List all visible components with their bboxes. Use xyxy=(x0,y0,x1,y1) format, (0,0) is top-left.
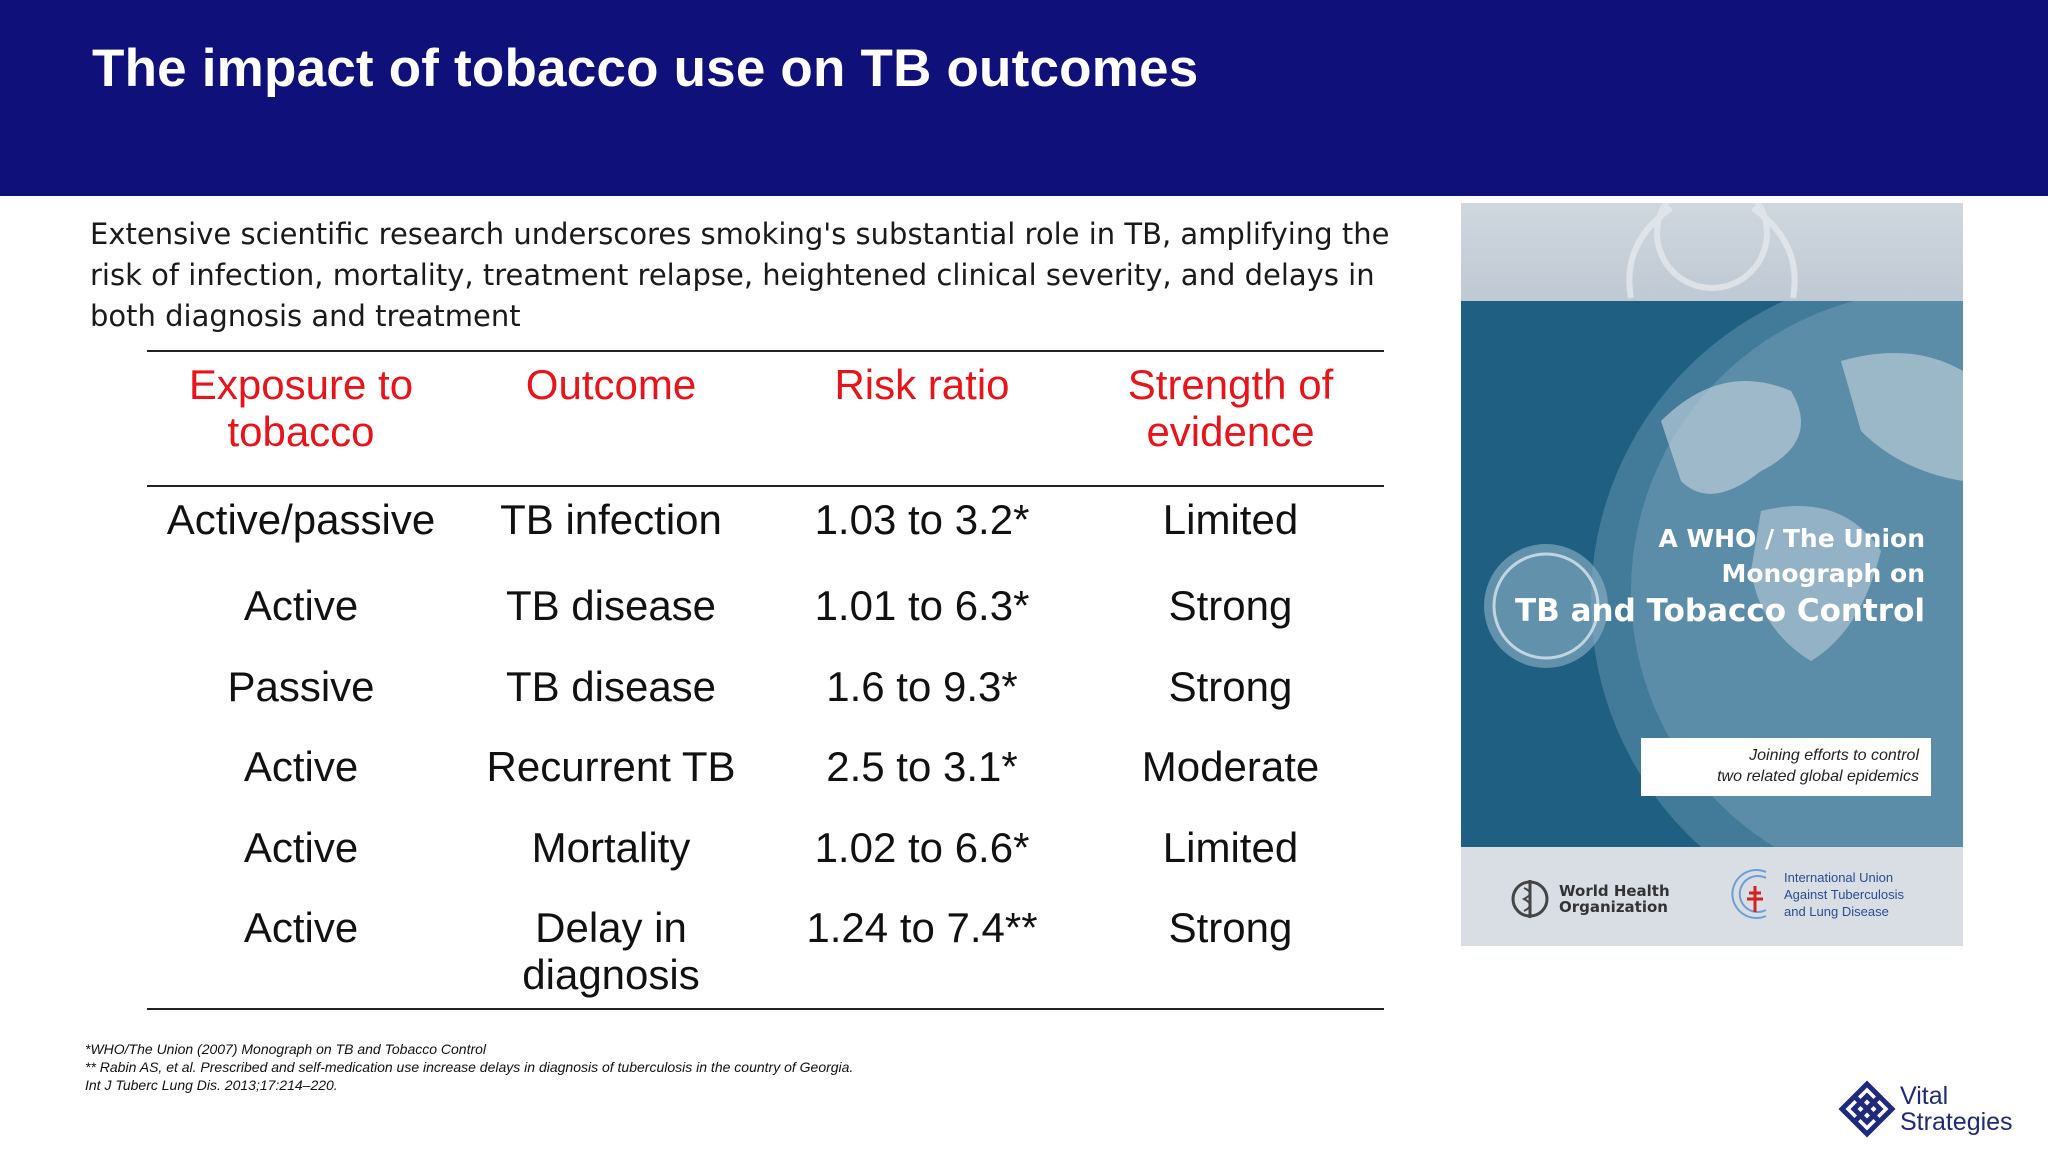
table-bottom-rule xyxy=(147,1008,1384,1010)
cell-outcome: TB disease xyxy=(505,663,717,710)
cover-globe-panel xyxy=(1461,301,1963,847)
vital-strategies-mark-icon xyxy=(1838,1080,1896,1138)
footnote: *WHO/The Union (2007) Monograph on TB an… xyxy=(85,1041,487,1057)
header-risk-ratio: Risk ratio xyxy=(834,361,1010,408)
cell-risk-ratio: 1.01 to 6.3* xyxy=(814,582,1030,629)
cell-risk-ratio: 1.6 to 9.3* xyxy=(826,663,1018,710)
cover-emblem-band xyxy=(1461,203,1963,301)
slide-title: The impact of tobacco use on TB outcomes xyxy=(92,39,1199,98)
header-strength: Strength of evidence xyxy=(1127,361,1334,455)
vital-strategies-logo: Vital Strategies xyxy=(1838,1080,2013,1138)
cell-strength: Strong xyxy=(1168,582,1293,629)
cover-logo-band xyxy=(1461,847,1963,946)
union-logo: International Union Against Tuberculosis… xyxy=(1726,866,1904,922)
table-top-rule xyxy=(147,350,1384,352)
cell-strength: Limited xyxy=(1162,824,1299,871)
cell-outcome: Delay in diagnosis xyxy=(522,904,700,998)
globe-icon xyxy=(1484,301,1963,847)
un-emblem-watermark-icon xyxy=(1626,203,1798,299)
cell-strength: Strong xyxy=(1168,904,1293,951)
cell-strength: Limited xyxy=(1162,496,1299,543)
title-bar: The impact of tobacco use on TB outcomes xyxy=(0,0,2048,196)
footnote: ** Rabin AS, et al. Prescribed and self-… xyxy=(85,1059,854,1075)
cell-exposure: Passive xyxy=(227,663,375,710)
cell-exposure: Active/passive xyxy=(166,496,436,543)
who-logo: World Health Organization xyxy=(1505,876,1670,922)
cell-risk-ratio: 2.5 to 3.1* xyxy=(826,743,1018,790)
who-emblem-icon xyxy=(1511,880,1549,918)
cell-outcome: Recurrent TB xyxy=(486,743,736,790)
cell-risk-ratio: 1.03 to 3.2* xyxy=(814,496,1030,543)
intro-paragraph: Extensive scientific research underscore… xyxy=(90,217,1390,333)
lorraine-cross-icon xyxy=(1731,869,1767,919)
table-header-rule xyxy=(147,485,1384,487)
header-exposure: Exposure to tobacco xyxy=(188,361,414,455)
cell-risk-ratio: 1.24 to 7.4** xyxy=(806,904,1038,951)
cell-exposure: Active xyxy=(243,824,359,871)
cell-strength: Moderate xyxy=(1141,743,1320,790)
footnote: Int J Tuberc Lung Dis. 2013;17:214–220. xyxy=(85,1077,338,1093)
cover-title: A WHO / The Union Monograph on TB and To… xyxy=(1515,524,1925,629)
logo-line2: Strategies xyxy=(1900,1108,2013,1136)
cell-risk-ratio: 1.02 to 6.6* xyxy=(814,824,1030,871)
footnotes: *WHO/The Union (2007) Monograph on TB an… xyxy=(85,1040,853,1094)
cell-exposure: Active xyxy=(243,743,359,790)
header-outcome: Outcome xyxy=(525,361,697,408)
monograph-cover-image: A WHO / The Union Monograph on TB and To… xyxy=(1461,203,1963,946)
cell-strength: Strong xyxy=(1168,663,1293,710)
cell-exposure: Active xyxy=(243,582,359,629)
cover-tagline: Joining efforts to control two related g… xyxy=(1641,738,1931,796)
cell-outcome: Mortality xyxy=(531,824,691,871)
cell-exposure: Active xyxy=(243,904,359,951)
cell-outcome: TB infection xyxy=(500,496,722,543)
logo-line1: Vital xyxy=(1900,1082,1949,1110)
cell-outcome: TB disease xyxy=(505,582,717,629)
